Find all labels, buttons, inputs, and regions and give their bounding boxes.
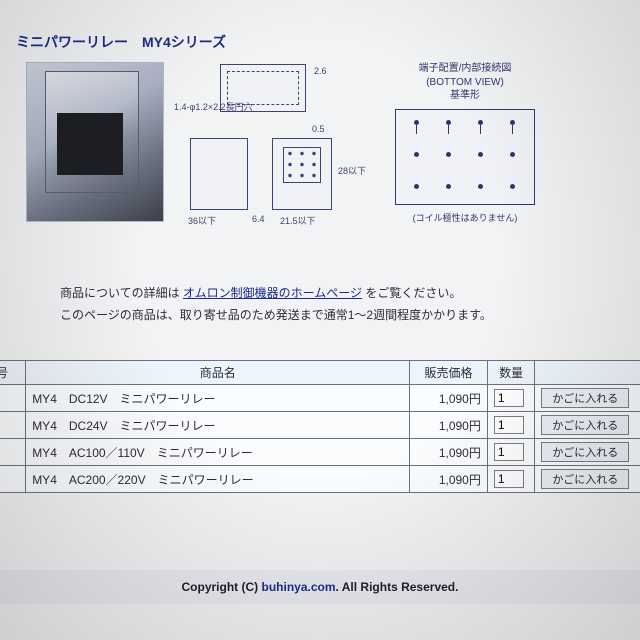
cell-price: 1,090円 [410, 385, 488, 412]
table-row: mronMY4 DC12V ミニパワーリレー1,090円 かごに入れる [0, 385, 640, 412]
table-row: mronMY4 AC100／110V ミニパワーリレー1,090円 かごに入れる [0, 439, 640, 466]
qty-input[interactable] [494, 416, 524, 434]
dim-label-e: 36以下 [188, 214, 216, 227]
add-to-cart-button[interactable]: かごに入れる [541, 415, 629, 435]
schematic-title-1: 端子配置/内部接続図 [372, 62, 558, 76]
cell-brand: mron [0, 466, 26, 493]
omron-link[interactable]: オムロン制御機器のホームページ [183, 286, 362, 300]
dim-label-d: 28以下 [338, 164, 366, 177]
cell-brand: mron [0, 385, 26, 412]
footer: Copyright (C) buhinya.com. All Rights Re… [0, 570, 640, 604]
table-row: mronMY4 DC24V ミニパワーリレー1,090円 かごに入れる [0, 412, 640, 439]
add-to-cart-button[interactable]: かごに入れる [541, 388, 629, 408]
product-table: 品番号 商品名 販売価格 数量 mronMY4 DC12V ミニパワーリレー1,… [0, 360, 640, 493]
page-title: ミニパワーリレー MY4シリーズ [16, 32, 226, 52]
dim-label-b: 1.4-φ1.2×2.2長円穴 [174, 100, 253, 113]
description-text: 商品についての詳細は オムロン制御機器のホームページ をご覧ください。 このペー… [60, 282, 630, 326]
cell-name: MY4 DC24V ミニパワーリレー [26, 412, 410, 439]
cell-brand: mron [0, 412, 26, 439]
th-cart [535, 361, 640, 385]
cell-name: MY4 DC12V ミニパワーリレー [26, 385, 410, 412]
schematic-title-3: 基準形 [372, 89, 558, 103]
qty-input[interactable] [494, 389, 524, 407]
dim-label-f: 6.4 [252, 214, 265, 224]
figure-row: 2.6 1.4-φ1.2×2.2長円穴 0.5 28以下 36以下 6.4 21… [26, 62, 558, 238]
qty-input[interactable] [494, 443, 524, 461]
th-price: 販売価格 [410, 361, 488, 385]
footer-pre: Copyright (C) [182, 580, 262, 594]
add-to-cart-button[interactable]: かごに入れる [541, 469, 629, 489]
product-photo [26, 62, 164, 222]
add-to-cart-button[interactable]: かごに入れる [541, 442, 629, 462]
schematic-diagram: 端子配置/内部接続図 (BOTTOM VIEW) 基準形 (コイル極性はありませ… [372, 62, 558, 238]
cell-name: MY4 AC100／110V ミニパワーリレー [26, 439, 410, 466]
cell-brand: mron [0, 439, 26, 466]
qty-input[interactable] [494, 470, 524, 488]
note1-post: をご覧ください。 [362, 286, 461, 300]
dim-label-c: 0.5 [312, 124, 325, 134]
cell-price: 1,090円 [410, 412, 488, 439]
note1-pre: 商品についての詳細は [60, 286, 183, 300]
cell-price: 1,090円 [410, 466, 488, 493]
footer-site: buhinya.com [262, 580, 336, 594]
table-row: mronMY4 AC200／220V ミニパワーリレー1,090円 かごに入れる [0, 466, 640, 493]
th-qty: 数量 [487, 361, 534, 385]
th-name: 商品名 [26, 361, 410, 385]
cell-price: 1,090円 [410, 439, 488, 466]
footer-post: . All Rights Reserved. [336, 580, 459, 594]
schematic-note: (コイル極性はありません) [372, 211, 558, 224]
dim-label-a: 2.6 [314, 66, 327, 76]
dim-label-g: 21.5以下 [280, 214, 316, 227]
th-brand: 品番号 [0, 361, 26, 385]
dimension-drawing: 2.6 1.4-φ1.2×2.2長円穴 0.5 28以下 36以下 6.4 21… [180, 62, 356, 222]
note2: このページの商品は、取り寄せ品のため発送まで通常1〜2週間程度かかります。 [60, 304, 630, 326]
cell-name: MY4 AC200／220V ミニパワーリレー [26, 466, 410, 493]
schematic-title-2: (BOTTOM VIEW) [372, 76, 558, 90]
